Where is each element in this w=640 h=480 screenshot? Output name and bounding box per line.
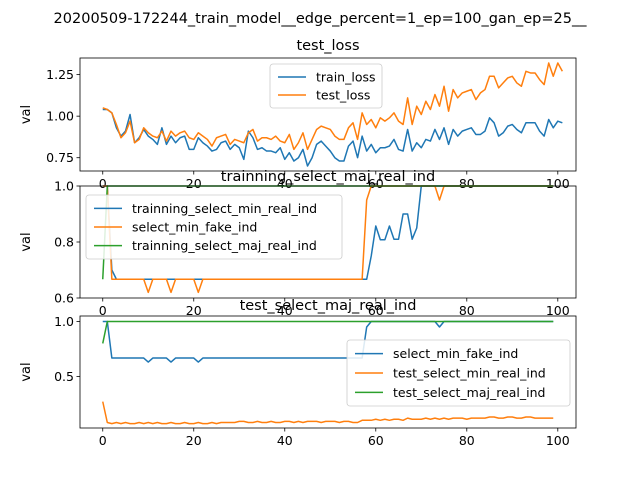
legend-box: [269, 63, 383, 109]
chart-panel-test-select-maj-real-ind: 0 20 40 60 80 100 0.5 1.0 test_select_maj_real_i…: [19, 298, 577, 448]
series-line-train-loss: [102, 108, 563, 167]
y-tick-label: 1.25: [46, 67, 74, 82]
chart-panel-trainning-select-maj-real-ind: 0 20 40 60 80 100 0.6 0.8 1.0 trainning_select_ma…: [19, 169, 577, 318]
x-tick-label: 60: [368, 303, 384, 318]
y-tick-label: 0.8: [54, 235, 74, 250]
legend-label-select-min-fake-ind: select_min_fake_ind: [132, 220, 257, 235]
y-tick-label: 0.5: [54, 369, 74, 384]
series-line-test-loss: [102, 62, 564, 151]
chart-title: test_loss: [296, 38, 359, 54]
x-tick-label: 40: [277, 176, 293, 191]
x-tick-label: 0: [99, 303, 107, 318]
x-tick-label: 60: [368, 176, 384, 191]
y-axis-label: val: [19, 105, 34, 124]
legend-label-trainning-select-maj-real-ind: trainning_select_maj_real_ind: [132, 238, 317, 253]
y-tick-label: 0.75: [46, 150, 74, 165]
legend: select_min_fake_ind test_select_min_real_…: [346, 339, 571, 407]
y-tick-label: 0.6: [54, 291, 74, 306]
y-axis-label: val: [19, 232, 34, 251]
legend: train_loss test_loss: [269, 63, 383, 109]
axes-frame: [79, 315, 577, 429]
figure-suptitle: 20200509-172244_train_model__edge_percen…: [54, 11, 588, 27]
chart-title: trainning_select_maj_real_ind: [221, 169, 435, 185]
x-tick-label: 0: [99, 433, 107, 448]
legend-label-trainning-select-min-real-ind: trainning_select_min_real_ind: [132, 201, 317, 216]
x-tick-label: 80: [459, 176, 475, 191]
x-tick-label: 20: [186, 303, 202, 318]
y-tick-label: 1.00: [46, 109, 74, 124]
x-tick-label: 80: [459, 303, 475, 318]
y-tick-label: 1.0: [54, 179, 74, 194]
x-tick-label: 20: [186, 433, 202, 448]
x-tick-label: 0: [99, 176, 107, 191]
x-tick-label: 40: [277, 433, 293, 448]
x-tick-label: 20: [186, 176, 202, 191]
legend-label-test-loss: test_loss: [316, 88, 370, 103]
legend-label-test-select-maj-real-ind: test_select_maj_real_ind: [393, 385, 545, 400]
x-tick-label: 40: [277, 303, 293, 318]
axes-frame: [79, 57, 577, 172]
legend-box: [85, 194, 343, 260]
y-axis-label: val: [19, 362, 34, 381]
legend-label-select-min-fake-ind: select_min_fake_ind: [393, 346, 518, 361]
chart-title: test_select_maj_real_ind: [240, 298, 417, 314]
x-tick-label: 100: [546, 433, 570, 448]
x-tick-label: 60: [368, 433, 384, 448]
legend: trainning_select_min_real_ind select_min_…: [85, 194, 343, 260]
legend-label-train-loss: train_loss: [316, 70, 376, 85]
legend-label-test-select-min-real-ind: test_select_min_real_ind: [393, 366, 546, 381]
y-tick-label: 1.0: [54, 314, 74, 329]
x-tick-label: 80: [459, 433, 475, 448]
series-line-test-select-maj-real-ind: [102, 320, 554, 344]
x-tick-label: 100: [546, 176, 570, 191]
x-tick-label: 100: [546, 303, 570, 318]
series-line-test-select-min-real-ind: [102, 401, 554, 425]
legend-box: [346, 339, 571, 407]
